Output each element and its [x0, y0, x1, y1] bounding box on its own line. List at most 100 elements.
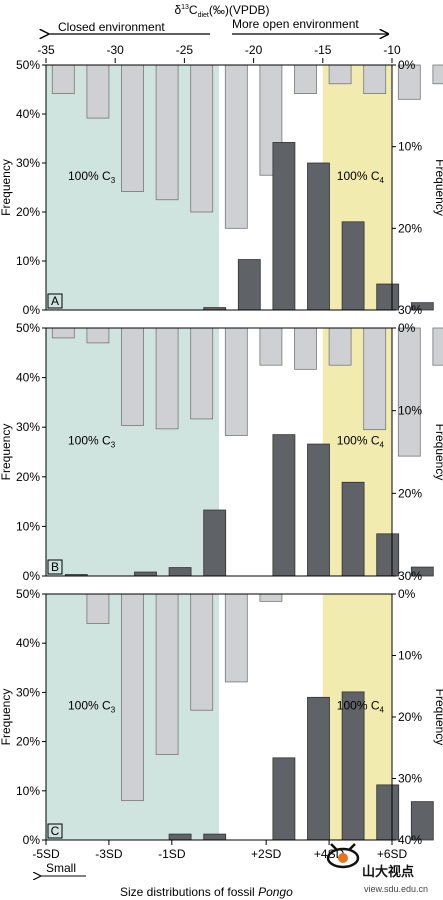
watermark-logo — [326, 843, 360, 869]
plot-frame — [45, 64, 393, 311]
gray-bar-1 — [86, 64, 110, 119]
gray-bar-3 — [155, 327, 179, 430]
panel-letter: C — [51, 824, 60, 838]
dark-bar-0 — [168, 833, 192, 841]
dark-bar-1 — [237, 259, 261, 311]
dark-bar-6 — [410, 302, 434, 311]
gray-bar-5 — [224, 327, 248, 436]
left-tick-label-0: 0% — [23, 303, 41, 317]
gray-bar-1 — [86, 593, 110, 624]
left-tick-label-4: 40% — [16, 107, 40, 121]
gray-bar-3 — [155, 593, 179, 755]
left-tick-label-0: 0% — [23, 833, 41, 847]
left-tick-label-3: 30% — [16, 685, 40, 699]
bottom-tick-label-3: +2SD — [251, 847, 282, 861]
gray-bar-10 — [397, 64, 421, 100]
left-tick-label-4: 40% — [16, 636, 40, 650]
dark-bar-3 — [203, 509, 227, 577]
gray-bar-4 — [190, 327, 214, 420]
watermark-chinese: 山大视点 — [362, 864, 414, 879]
top-tick-label-1: -30 — [107, 43, 125, 57]
gray-bar-0 — [51, 64, 75, 94]
dark-bar-1 — [134, 571, 157, 577]
c4-label: 100% C4 — [337, 434, 385, 450]
left-tick-label-2: 20% — [16, 470, 40, 484]
left-tick-label-0: 0% — [23, 569, 41, 583]
right-ylabel: Frequency — [433, 424, 443, 481]
gray-bar-6 — [259, 327, 283, 366]
panel-A: 100% C3 100% C4 0% 10% 20% 30% 40% 50% 0% 10% 20% 3… — [0, 58, 443, 317]
right-tick-label-0: 0% — [398, 587, 416, 601]
left-tick-label-1: 10% — [16, 784, 40, 798]
dark-bar-5 — [376, 784, 400, 841]
dark-bar-6 — [341, 481, 365, 577]
c4-label: 100% C4 — [337, 169, 385, 185]
closed-environment-label: Closed environment — [58, 20, 165, 34]
dark-bar-4 — [341, 221, 365, 311]
gray-bar-2 — [121, 64, 144, 192]
right-ylabel: Frequency — [433, 689, 443, 746]
right-tick-label-3: 30% — [398, 303, 422, 317]
gray-bar-4 — [190, 64, 214, 213]
gray-bar-9 — [363, 64, 387, 94]
left-tick-label-1: 10% — [16, 519, 40, 533]
top-axis-title: δ13Cdiet(‰)(VPDB) — [174, 3, 269, 19]
gray-bar-7 — [294, 64, 317, 94]
c4-label: 100% C4 — [337, 699, 385, 715]
gray-bar-10 — [397, 327, 421, 457]
dark-bar-1 — [203, 833, 227, 841]
top-tick-label-4: -15 — [314, 43, 332, 57]
dark-bar-2 — [272, 757, 296, 841]
right-tick-label-3: 30% — [398, 569, 422, 583]
left-ylabel: Frequency — [0, 689, 13, 746]
panel-letter: A — [51, 294, 59, 308]
gray-bar-2 — [121, 327, 144, 426]
left-tick-label-5: 50% — [16, 321, 40, 335]
panel-letter-box — [47, 823, 63, 839]
right-tick-label-0: 0% — [398, 321, 416, 335]
left-tick-label-2: 20% — [16, 735, 40, 749]
gray-bar-11 — [432, 64, 443, 85]
top-tick-label-2: -25 — [176, 43, 194, 57]
dark-bar-7 — [376, 533, 400, 577]
left-tick-label-4: 40% — [16, 371, 40, 385]
dark-bar-4 — [341, 691, 365, 841]
gray-bar-6 — [259, 593, 283, 602]
gray-bar-1 — [86, 327, 110, 344]
dark-bar-8 — [410, 566, 434, 577]
dark-bar-5 — [307, 443, 330, 577]
top-axis-ticks: -35 -30 -25 -20 -15 -10 — [37, 43, 401, 63]
top-tick-label-5: -10 — [383, 43, 401, 57]
dark-bar-4 — [272, 434, 296, 577]
left-tick-label-3: 30% — [16, 156, 40, 170]
right-tick-label-2: 20% — [398, 221, 422, 235]
right-tick-label-1: 10% — [398, 404, 422, 418]
panel-letter-box — [47, 293, 63, 309]
dark-bar-2 — [168, 567, 192, 577]
panels: 100% C3 100% C4 0% 10% 20% 30% 40% 50% 0% 10% 20% 3… — [0, 58, 443, 847]
right-ylabel: Frequency — [433, 159, 443, 216]
right-tick-label-3: 30% — [398, 772, 422, 786]
right-tick-label-0: 0% — [398, 58, 416, 72]
gray-bar-9 — [363, 327, 387, 431]
bottom-axis-title: Size distributions of fossil Pongo — [120, 885, 293, 899]
dark-bar-6 — [410, 801, 434, 841]
dark-bar-3 — [307, 162, 330, 311]
bottom-tick-label-0: -5SD — [32, 847, 60, 861]
top-tick-label-3: -20 — [245, 43, 263, 57]
left-tick-label-1: 10% — [16, 254, 40, 268]
gray-bar-11 — [432, 327, 443, 366]
right-tick-label-1: 10% — [398, 649, 422, 663]
gray-bar-0 — [51, 327, 75, 339]
c3-label: 100% C3 — [68, 699, 116, 715]
dark-bar-3 — [307, 696, 330, 841]
gray-bar-7 — [294, 327, 317, 370]
left-ylabel: Frequency — [0, 424, 13, 481]
panel-C: 100% C3 100% C4 0% 10% 20% 30% 40% 50% 0% 10% 20% 3… — [0, 587, 443, 847]
bottom-tick-label-5: +6SD — [377, 847, 408, 861]
panel-letter-box — [47, 559, 63, 575]
panel-B: 100% C3 100% C4 0% 10% 20% 30% 40% 50% 0% 10% 20% 3… — [0, 321, 443, 583]
dark-bar-2 — [272, 142, 296, 311]
watermark-url: view.sdu.edu.cn — [364, 884, 428, 894]
